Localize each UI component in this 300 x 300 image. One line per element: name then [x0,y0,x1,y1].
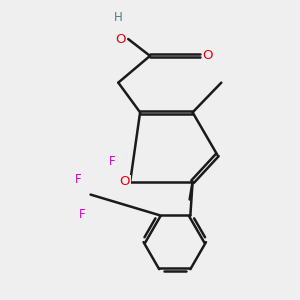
Text: F: F [109,155,116,168]
Text: H: H [114,11,123,24]
Text: F: F [79,208,86,221]
Text: O: O [120,175,130,188]
Text: O: O [116,32,126,46]
Text: F: F [75,173,82,186]
Text: O: O [202,50,213,62]
